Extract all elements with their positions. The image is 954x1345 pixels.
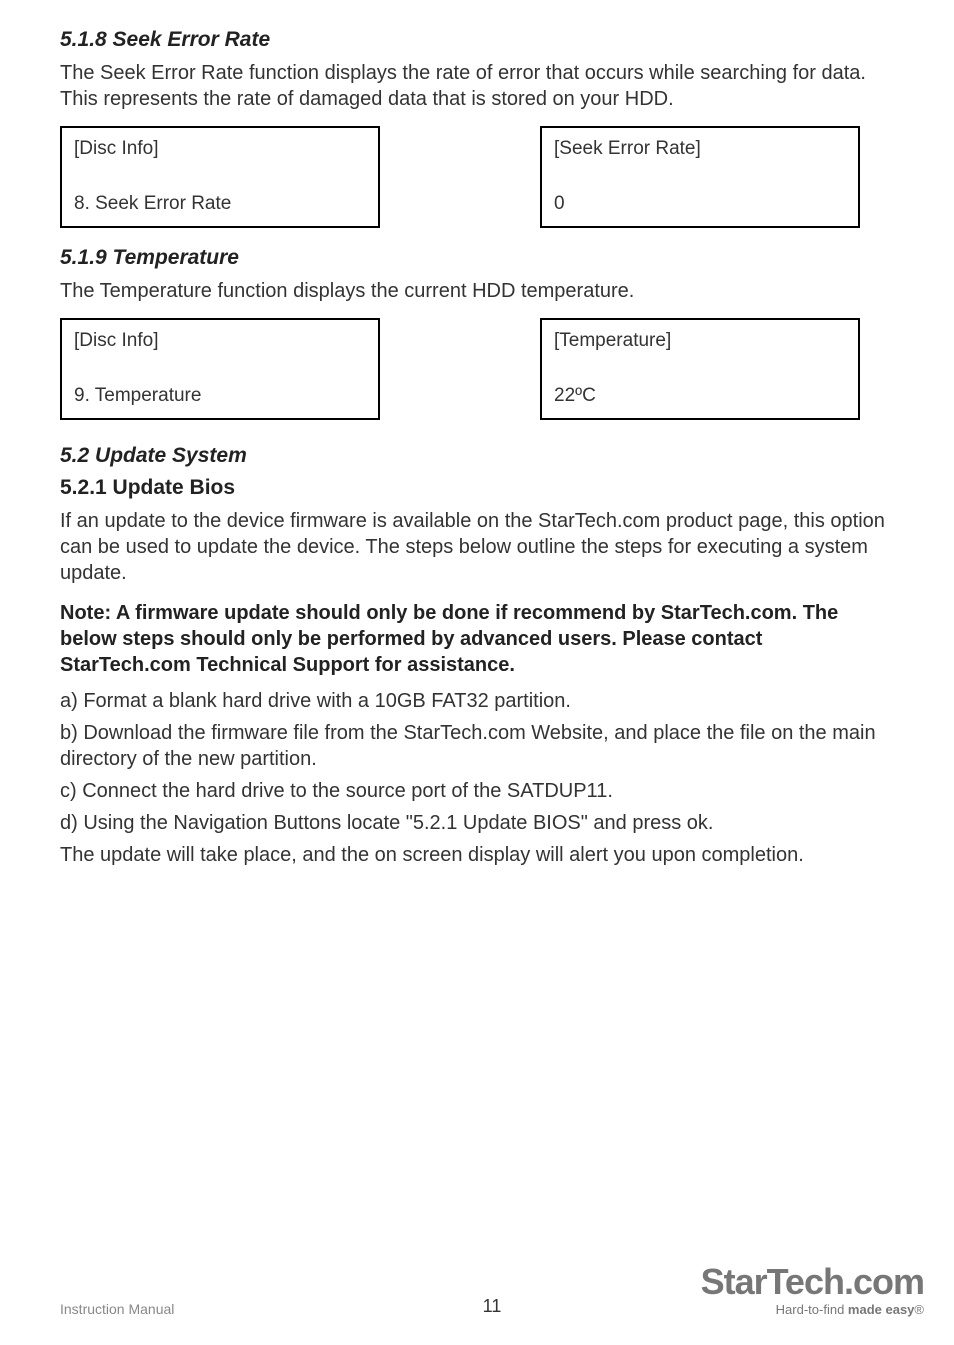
note-52: Note: A firmware update should only be d… xyxy=(60,600,894,678)
body-519: The Temperature function displays the cu… xyxy=(60,278,894,304)
tagline-bold: made easy xyxy=(848,1302,915,1317)
body-52: If an update to the device firmware is a… xyxy=(60,508,894,586)
lcd-row-518: [Disc Info] 8. Seek Error Rate [Seek Err… xyxy=(60,126,894,228)
lcd-line: 8. Seek Error Rate xyxy=(74,193,366,216)
page-number: 11 xyxy=(483,1296,502,1317)
heading-521: 5.2.1 Update Bios xyxy=(60,476,894,500)
logo-text: StarTech.com xyxy=(701,1264,924,1300)
heading-518: 5.1.8 Seek Error Rate xyxy=(60,28,894,52)
lcd-box-518-right: [Seek Error Rate] 0 xyxy=(540,126,860,228)
lcd-row-519: [Disc Info] 9. Temperature [Temperature]… xyxy=(60,318,894,420)
lcd-line: 9. Temperature xyxy=(74,385,366,408)
closing-52: The update will take place, and the on s… xyxy=(60,842,894,868)
lcd-line: [Disc Info] xyxy=(74,330,366,353)
logo-suffix: .com xyxy=(844,1261,924,1302)
lcd-line: [Temperature] xyxy=(554,330,846,353)
tagline-prefix: Hard-to-find xyxy=(776,1302,848,1317)
step-b: b) Download the firmware file from the S… xyxy=(60,720,894,772)
lcd-box-519-left: [Disc Info] 9. Temperature xyxy=(60,318,380,420)
lcd-box-519-right: [Temperature] 22ºC xyxy=(540,318,860,420)
lcd-line: [Disc Info] xyxy=(74,138,366,161)
heading-52: 5.2 Update System xyxy=(60,444,894,468)
brand-logo: StarTech.com Hard-to-find made easy® xyxy=(701,1264,924,1317)
page-footer: Instruction Manual 11 StarTech.com Hard-… xyxy=(60,1264,924,1317)
step-a: a) Format a blank hard drive with a 10GB… xyxy=(60,688,894,714)
lcd-line: 22ºC xyxy=(554,385,846,408)
heading-519: 5.1.9 Temperature xyxy=(60,246,894,270)
logo-name: StarTech xyxy=(701,1261,844,1302)
step-c: c) Connect the hard drive to the source … xyxy=(60,778,894,804)
tagline-suffix: ® xyxy=(914,1302,924,1317)
footer-left-label: Instruction Manual xyxy=(60,1301,174,1317)
logo-tagline: Hard-to-find made easy® xyxy=(701,1302,924,1317)
step-d: d) Using the Navigation Buttons locate "… xyxy=(60,810,894,836)
body-518: The Seek Error Rate function displays th… xyxy=(60,60,894,112)
lcd-box-518-left: [Disc Info] 8. Seek Error Rate xyxy=(60,126,380,228)
lcd-line: 0 xyxy=(554,193,846,216)
lcd-line: [Seek Error Rate] xyxy=(554,138,846,161)
